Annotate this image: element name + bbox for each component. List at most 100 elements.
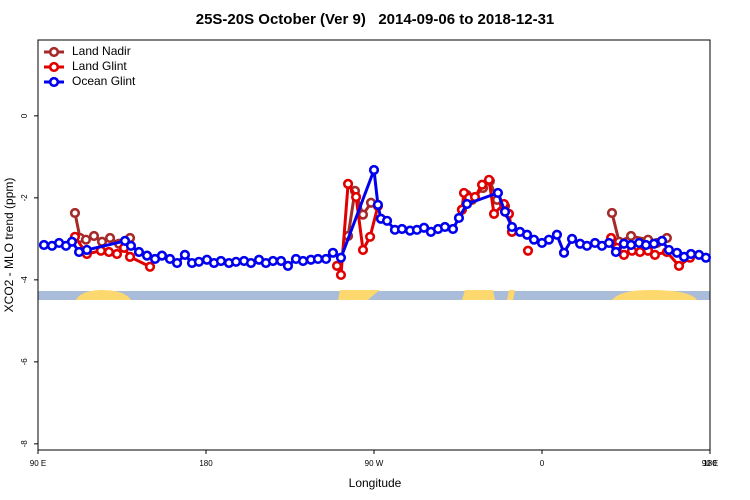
data-point: [73, 246, 85, 258]
data-point: [488, 208, 500, 219]
data-point: [104, 232, 116, 244]
data-point: [230, 256, 242, 267]
data-point: [685, 248, 697, 260]
legend-swatch-point: [48, 76, 60, 88]
x-tick-label: 90 E: [30, 459, 46, 468]
data-point: [267, 255, 279, 267]
data-point: [625, 239, 637, 251]
series: [69, 174, 696, 281]
data-point: [418, 222, 430, 233]
data-point: [38, 239, 50, 251]
x-axis-label: Longitude: [349, 476, 402, 490]
data-point: [282, 260, 294, 272]
legend-swatch-point: [48, 61, 60, 73]
data-point: [275, 255, 287, 267]
data-point: [381, 215, 393, 226]
data-point: [461, 198, 473, 210]
data-point: [396, 223, 408, 235]
legend-label: Land Nadir: [72, 44, 131, 58]
data-point: [88, 230, 100, 242]
land: [462, 290, 495, 300]
data-point: [357, 244, 369, 256]
data-point: [453, 212, 465, 224]
x-tick-label: 90 W: [365, 459, 384, 468]
data-point: [634, 246, 646, 258]
data-point: [439, 221, 451, 233]
land: [338, 290, 380, 300]
data-point: [618, 249, 630, 260]
data-point: [648, 238, 660, 249]
data-point: [610, 246, 622, 258]
data-point: [700, 252, 711, 263]
data-point: [558, 247, 570, 258]
data-point: [492, 187, 504, 199]
data-point: [103, 246, 115, 258]
data-point: [144, 261, 156, 272]
y-tick-label: -4: [20, 276, 29, 284]
data-point: [476, 179, 488, 190]
data-point: [663, 244, 675, 256]
land: [612, 290, 697, 300]
data-point: [483, 174, 495, 185]
x-tick-label: 0: [540, 459, 545, 468]
land: [76, 290, 131, 300]
data-point: [331, 260, 343, 272]
data-point: [566, 233, 578, 244]
y-tick-label: -8: [20, 440, 29, 448]
data-point: [656, 235, 668, 246]
data-point: [606, 207, 618, 219]
data-point: [581, 240, 593, 251]
data-point: [141, 250, 153, 261]
data-point: [171, 257, 183, 269]
data-point: [350, 191, 362, 203]
data-point: [521, 229, 533, 240]
chart-title: 25S-20S October (Ver 9) 2014-09-06 to 20…: [196, 11, 555, 28]
data-point: [447, 223, 459, 235]
ocean-band: [38, 291, 710, 300]
data-point: [179, 249, 191, 260]
data-point: [193, 256, 205, 267]
data-point: [312, 253, 324, 265]
data-point: [335, 252, 347, 263]
data-point: [125, 240, 137, 251]
data-point: [69, 207, 81, 219]
data-point: [133, 246, 145, 258]
data-point: [506, 221, 518, 233]
data-point: [625, 230, 637, 242]
land-mask: [38, 290, 710, 300]
data-point: [357, 209, 369, 220]
data-point: [603, 237, 615, 249]
x-tick-label: 180: [703, 459, 717, 468]
series: [38, 164, 711, 272]
data-point: [671, 247, 683, 258]
y-tick-label: -2: [20, 194, 29, 202]
data-point: [649, 249, 661, 260]
data-point: [673, 260, 685, 272]
data-point: [124, 251, 136, 262]
data-point: [528, 234, 540, 245]
data-point: [335, 269, 347, 281]
data-point: [364, 231, 376, 242]
data-point: [640, 239, 652, 251]
data-point: [297, 255, 309, 267]
data-point: [522, 245, 534, 256]
data-point: [81, 244, 93, 256]
legend-label: Ocean Glint: [72, 74, 136, 88]
y-tick-label: -6: [20, 358, 29, 366]
data-point: [499, 206, 511, 217]
data-point: [368, 164, 380, 176]
land: [507, 290, 515, 300]
legend-swatch-point: [48, 46, 60, 58]
y-axis-label: XCO2 - MLO trend (ppm): [2, 178, 16, 313]
data-point: [111, 248, 123, 260]
data-point: [156, 250, 168, 261]
data-point: [543, 234, 555, 245]
data-point: [164, 253, 176, 265]
y-tick-label: 0: [20, 113, 29, 118]
legend-label: Land Glint: [72, 59, 127, 73]
data-point: [342, 178, 354, 190]
data-point: [245, 257, 257, 269]
data-point: [215, 255, 227, 267]
data-point: [66, 236, 78, 247]
